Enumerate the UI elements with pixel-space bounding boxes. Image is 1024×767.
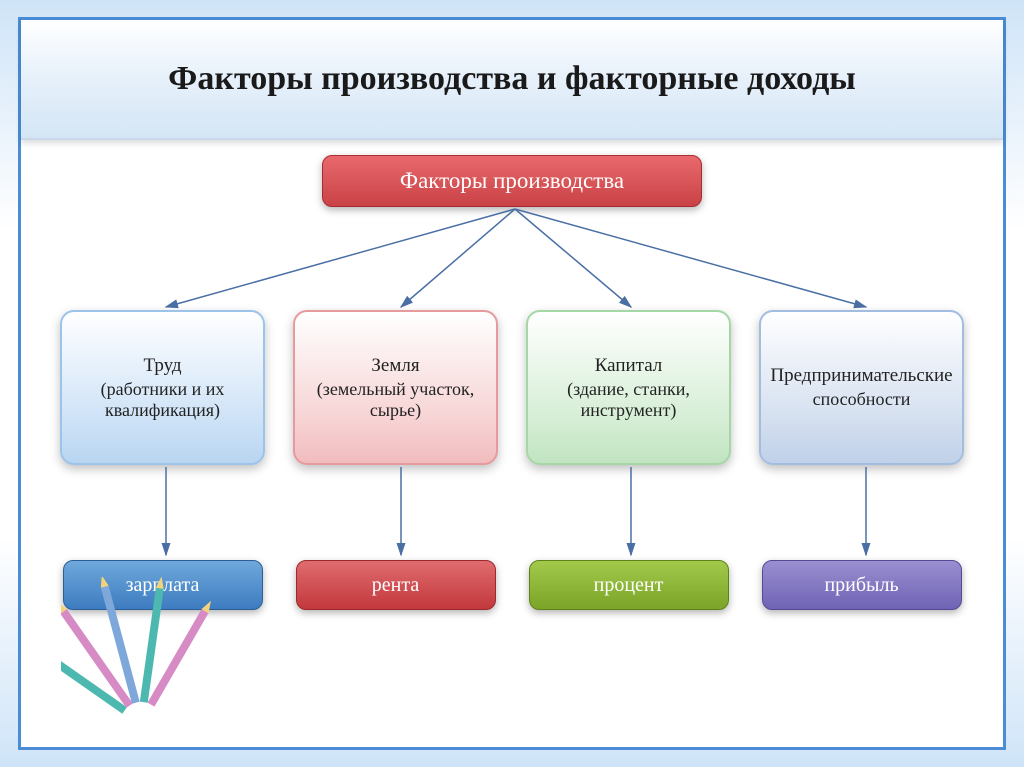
factor-capital: Капитал (здание, станки, инструмент) [526, 310, 731, 465]
factor-main: Предпринимательские [770, 365, 952, 387]
factor-labor: Труд (работники и их квалификация) [60, 310, 265, 465]
factor-sub: способности [813, 389, 911, 410]
income-label: прибыль [824, 574, 898, 597]
income-label: рента [372, 574, 419, 597]
factor-entrepreneurship: Предпринимательские способности [759, 310, 964, 465]
income-rent: рента [296, 560, 496, 610]
factor-main: Труд [143, 355, 181, 377]
factor-main: Капитал [595, 355, 663, 377]
factor-sub: (здание, станки, инструмент) [536, 379, 721, 421]
income-profit: прибыль [762, 560, 962, 610]
pencils-icon [61, 577, 221, 727]
factor-sub: (работники и их квалификация) [70, 379, 255, 421]
slide-title: Факторы производства и факторные доходы [168, 58, 856, 101]
factor-land: Земля (земельный участок, сырье) [293, 310, 498, 465]
income-interest: процент [529, 560, 729, 610]
down-arrows [21, 465, 1009, 560]
factor-main: Земля [371, 355, 419, 377]
root-label: Факторы производства [400, 168, 624, 194]
slide-frame: Факторы производства и факторные доходы … [18, 17, 1006, 750]
income-label: процент [594, 574, 664, 597]
factors-row: Труд (работники и их квалификация) Земля… [21, 310, 1003, 465]
factor-sub: (земельный участок, сырье) [303, 379, 488, 421]
title-bar: Факторы производства и факторные доходы [21, 20, 1003, 140]
fanout-arrows [21, 207, 1009, 317]
root-node: Факторы производства [322, 155, 702, 207]
